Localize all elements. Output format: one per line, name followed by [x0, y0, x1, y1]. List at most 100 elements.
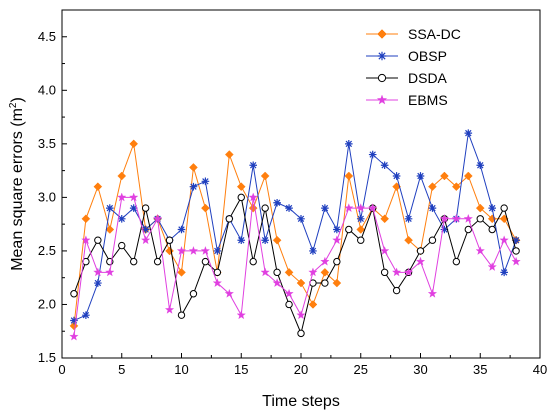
data-point [272, 278, 282, 287]
x-tick-label: 15 [234, 362, 248, 377]
data-point [428, 204, 437, 212]
data-point [356, 203, 366, 213]
data-point [308, 267, 318, 277]
y-axis-title-sup: 2 [8, 102, 19, 108]
data-point [380, 214, 390, 224]
data-point [164, 304, 175, 314]
data-point [236, 182, 246, 192]
data-point [129, 192, 139, 202]
y-axis-title-close: ) [9, 97, 26, 102]
data-point [93, 182, 103, 192]
data-point [200, 246, 211, 255]
data-point [261, 204, 269, 212]
data-point [500, 204, 508, 212]
data-point [345, 140, 353, 148]
data-point [428, 236, 437, 244]
data-point [377, 73, 387, 83]
data-point [94, 236, 102, 244]
data-point [273, 198, 281, 207]
data-point [451, 182, 461, 192]
data-point [511, 256, 521, 266]
data-point [512, 247, 520, 255]
x-tick-label: 0 [58, 362, 65, 377]
data-point [391, 267, 402, 277]
data-point [224, 288, 234, 298]
data-point [213, 247, 222, 255]
data-point [452, 257, 461, 266]
data-point [153, 257, 162, 266]
data-point [106, 204, 114, 212]
data-point [129, 204, 138, 212]
data-point [377, 29, 387, 39]
data-point [440, 225, 449, 234]
data-point [272, 235, 282, 245]
data-point [321, 279, 329, 287]
data-point [117, 171, 127, 181]
data-point [464, 225, 472, 234]
data-point [380, 268, 389, 277]
data-point [212, 278, 222, 287]
data-point [213, 268, 222, 277]
data-point [463, 213, 473, 223]
data-point [285, 300, 293, 309]
data-point [260, 267, 270, 277]
data-point [296, 278, 306, 288]
data-point [105, 267, 115, 277]
data-point [118, 241, 126, 250]
data-point [273, 268, 281, 277]
data-point [248, 203, 258, 213]
data-point [476, 161, 485, 170]
series-ssa-dc [69, 139, 521, 331]
data-point [440, 171, 449, 181]
plot-frame [61, 9, 541, 359]
series-ebms [69, 192, 521, 341]
data-point [236, 310, 246, 320]
data-point [357, 236, 365, 244]
data-point [404, 235, 413, 245]
data-point [201, 203, 210, 213]
series-line-obsp [73, 132, 517, 321]
data-point [94, 279, 102, 287]
data-point [260, 171, 270, 181]
data-point [332, 278, 342, 288]
data-point [377, 51, 387, 61]
data-point [165, 236, 174, 244]
x-tick-label: 10 [174, 362, 188, 377]
data-point [70, 290, 78, 298]
data-point [130, 257, 138, 266]
data-point [320, 267, 330, 277]
data-point [70, 316, 78, 325]
data-point [201, 177, 210, 186]
y-axis-title-main: Mean square errors (m [9, 108, 26, 271]
y-tick-label: 4.0 [38, 82, 56, 97]
data-point [141, 235, 151, 245]
data-point [392, 286, 401, 295]
y-tick-label: 3.5 [38, 136, 56, 151]
series-dsda [70, 193, 520, 338]
data-point [308, 300, 318, 309]
data-point [415, 256, 426, 266]
data-point [225, 215, 234, 223]
data-point [376, 94, 388, 105]
data-point [189, 182, 198, 191]
data-point [176, 246, 187, 255]
data-point [165, 246, 174, 256]
data-point [189, 290, 198, 298]
data-point [177, 311, 186, 319]
x-tick-label: 5 [118, 362, 125, 377]
legend-label: EBMS [408, 92, 448, 108]
data-point [177, 225, 186, 234]
data-point [439, 213, 450, 223]
data-point [248, 192, 258, 202]
data-point [451, 213, 461, 223]
data-point [332, 235, 342, 245]
legend-label: OBSP [408, 48, 447, 64]
data-point [69, 331, 79, 341]
data-point [237, 236, 246, 245]
data-point [249, 257, 257, 266]
legend-item: EBMS [366, 92, 448, 108]
y-tick-label: 2.0 [38, 296, 56, 311]
x-tick-label: 40 [533, 362, 547, 377]
data-point [427, 288, 438, 298]
